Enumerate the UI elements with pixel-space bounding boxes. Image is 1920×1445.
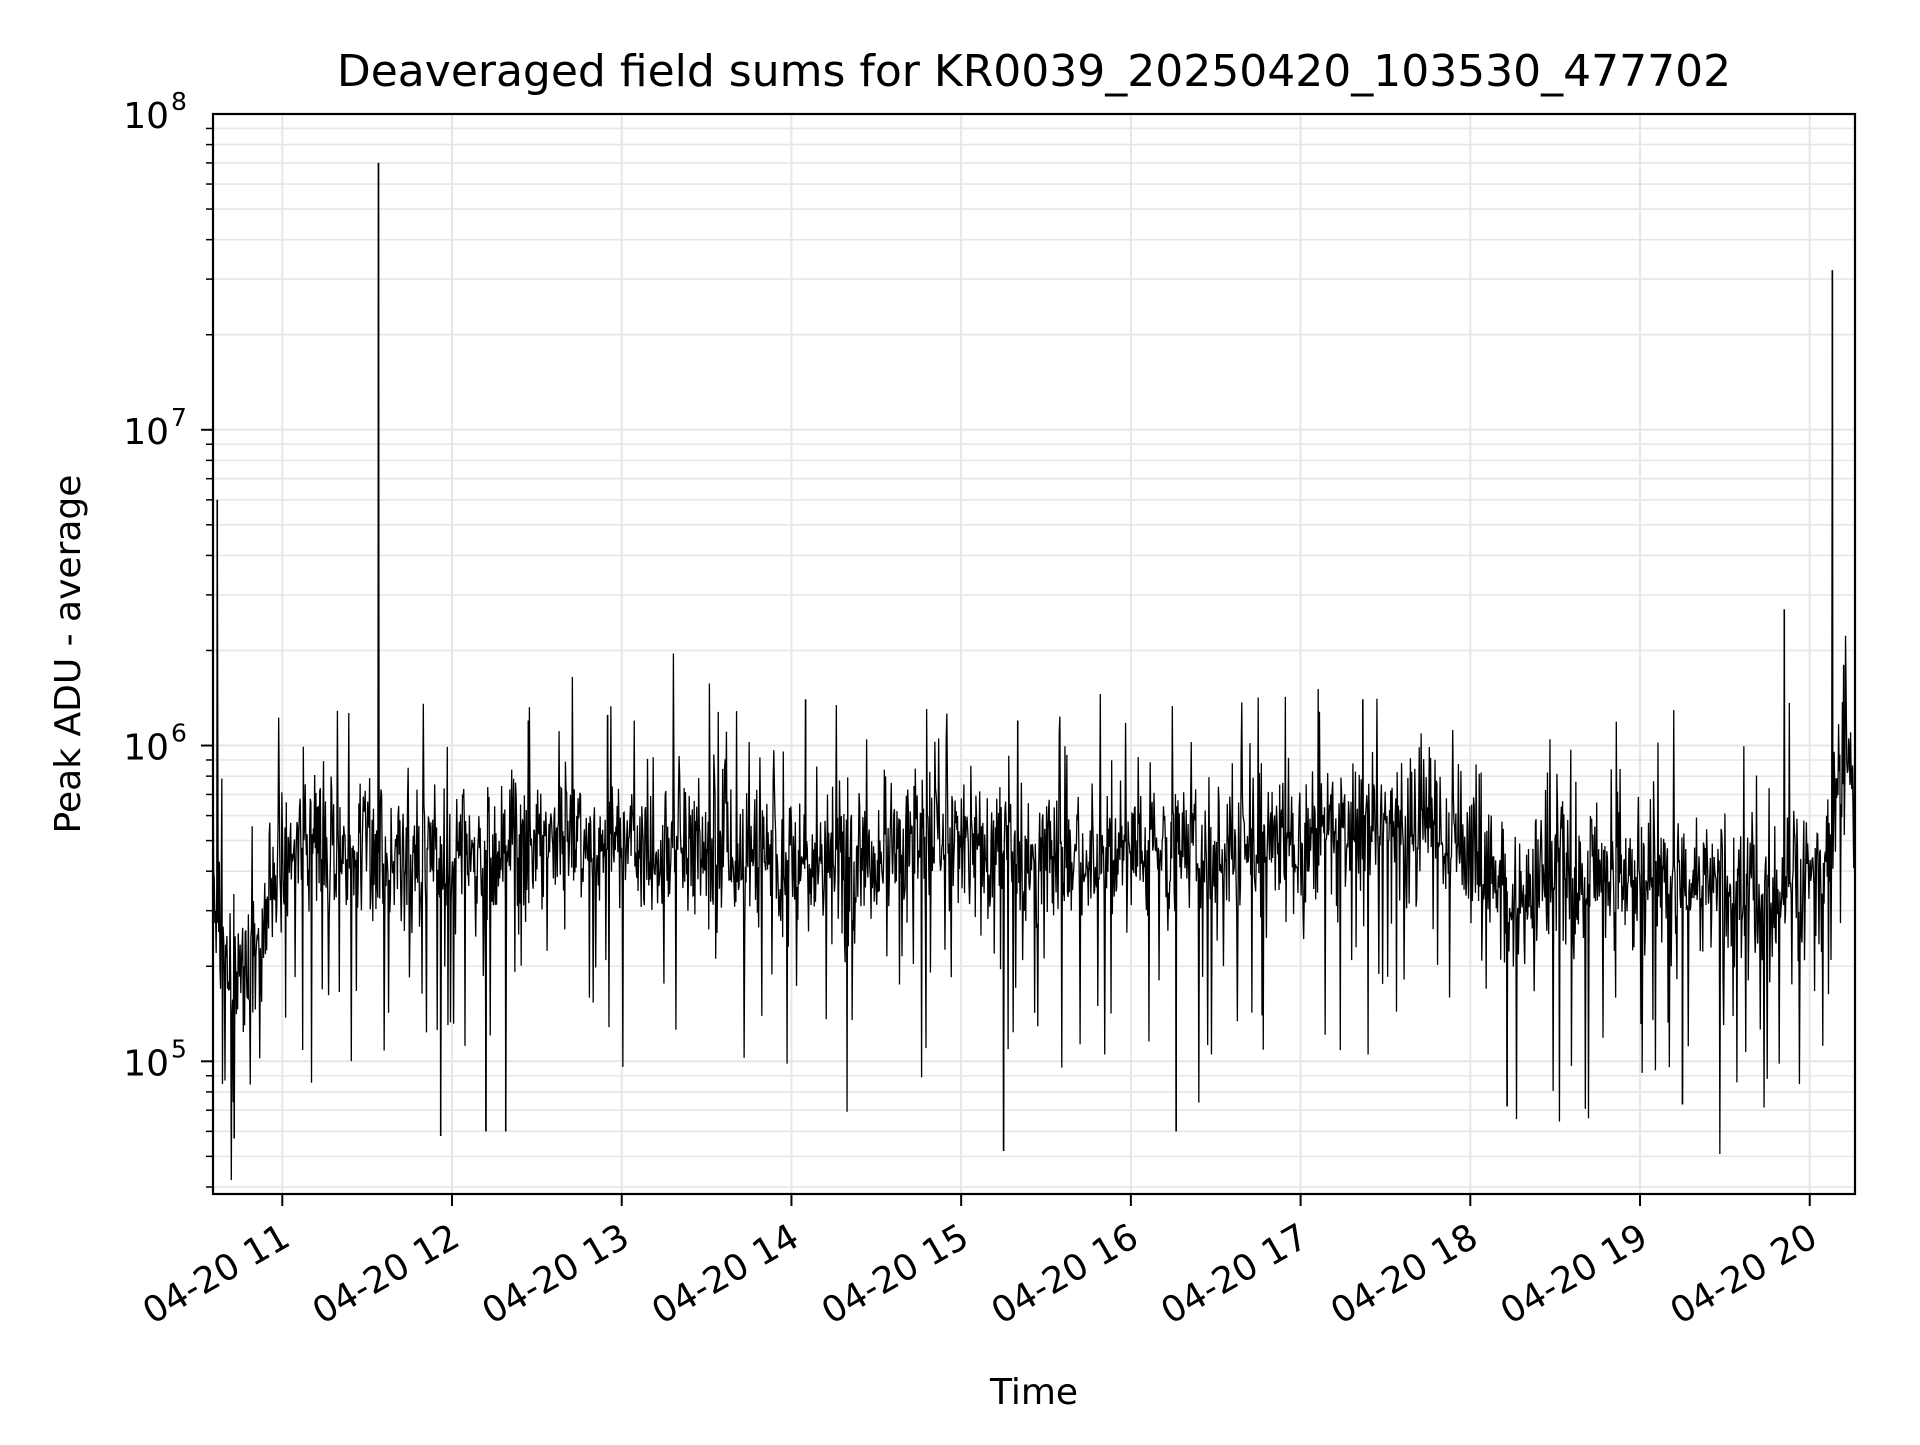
y-tick-exponent: 8 xyxy=(171,87,187,116)
series xyxy=(212,162,1856,1181)
y-tick-label: 10 xyxy=(123,728,169,769)
y-tick-label: 10 xyxy=(123,1043,169,1084)
plot-frame xyxy=(211,112,1857,1196)
y-tick-label: 10 xyxy=(123,412,169,453)
chart-title: Deaveraged field sums for KR0039_2025042… xyxy=(337,46,1731,97)
y-tick-label: 10 xyxy=(123,96,169,137)
x-axis-label: Time xyxy=(989,1372,1078,1413)
y-tick-exponent: 7 xyxy=(171,403,187,432)
y-tick-exponent: 5 xyxy=(171,1034,187,1063)
y-tick-exponent: 6 xyxy=(171,719,187,748)
y-axis-label: Peak ADU - average xyxy=(48,475,89,834)
